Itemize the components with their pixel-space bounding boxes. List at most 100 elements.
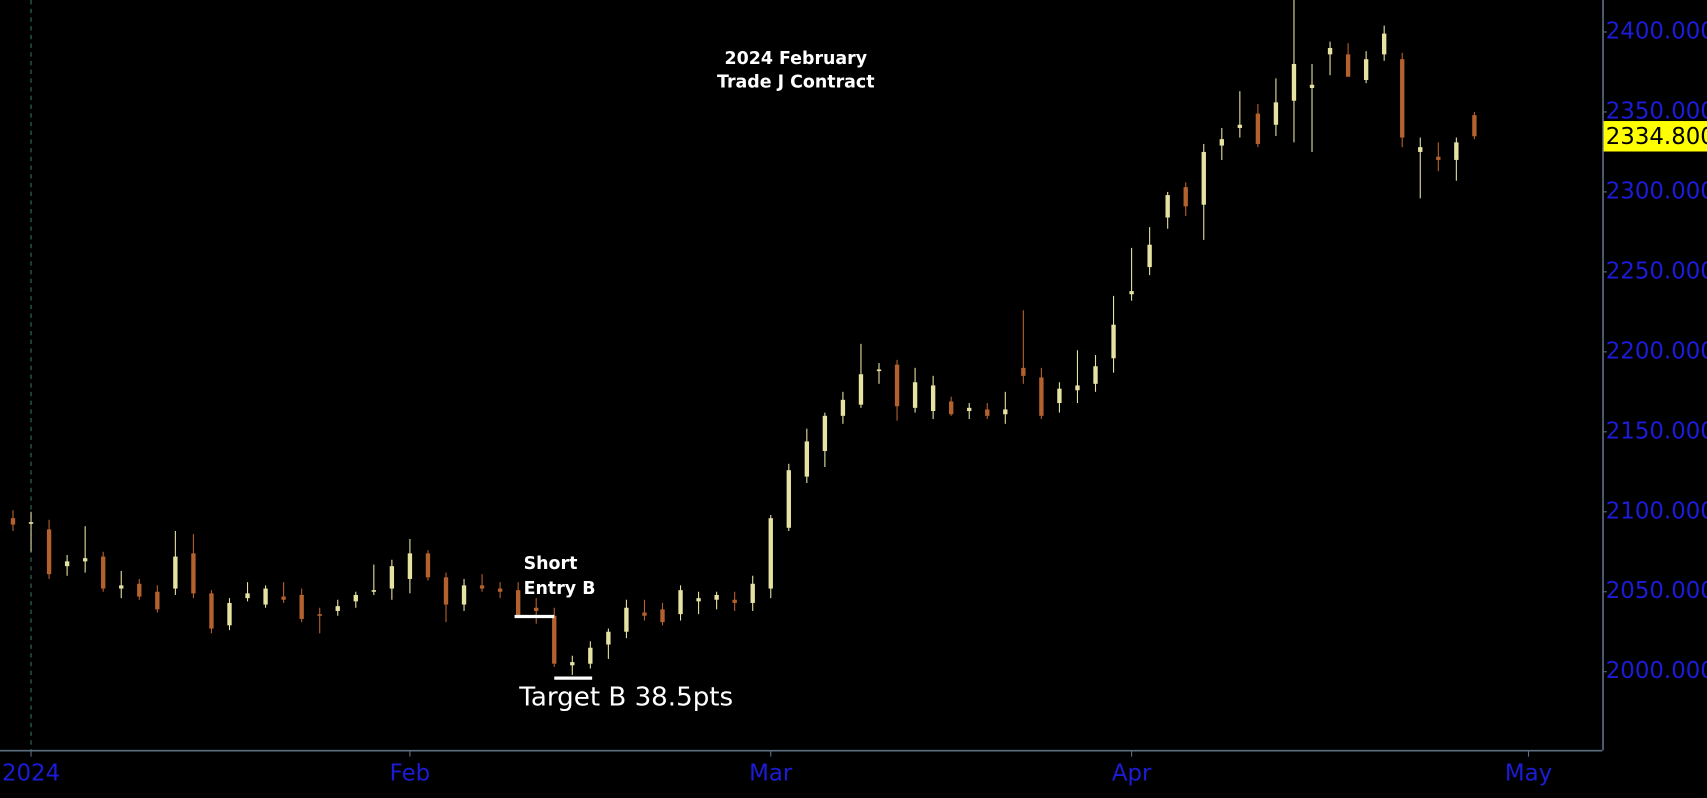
candle-body bbox=[10, 518, 16, 525]
candle-body bbox=[1273, 102, 1279, 125]
candle-body bbox=[1400, 59, 1405, 138]
candle-body bbox=[263, 588, 268, 605]
candle-body bbox=[1382, 33, 1387, 55]
candle-body bbox=[714, 594, 719, 600]
candle-body bbox=[804, 441, 810, 477]
candle-body bbox=[245, 593, 250, 599]
candle-body bbox=[1129, 291, 1134, 295]
candle-body bbox=[227, 602, 232, 626]
candle-body bbox=[1057, 388, 1062, 404]
candle-body bbox=[407, 553, 413, 579]
candle-body bbox=[64, 561, 70, 567]
candle-body bbox=[461, 585, 467, 605]
y-tick-label: 2050.000 bbox=[1606, 578, 1707, 604]
y-tick-label: 2150.000 bbox=[1606, 418, 1707, 444]
candle-body bbox=[786, 470, 791, 528]
candle-body bbox=[173, 556, 178, 589]
chart-title: 2024 February bbox=[724, 49, 867, 69]
x-tick-label: Feb bbox=[390, 761, 430, 787]
candle-body bbox=[1039, 377, 1044, 416]
candle-body bbox=[443, 577, 449, 605]
candle-body bbox=[660, 609, 665, 623]
candle-body bbox=[497, 588, 503, 592]
candle-body bbox=[552, 615, 557, 664]
candle-body bbox=[281, 596, 286, 600]
annotation-text: Short bbox=[524, 554, 578, 574]
candle-body bbox=[1327, 47, 1333, 55]
candle-body bbox=[570, 662, 575, 666]
candle-body bbox=[515, 590, 521, 616]
candle-body bbox=[299, 594, 304, 619]
candle-body bbox=[209, 593, 214, 629]
candle-body bbox=[606, 631, 611, 645]
candle-body bbox=[948, 401, 954, 415]
candle-body bbox=[822, 415, 828, 452]
candle-body bbox=[732, 599, 737, 603]
x-tick-label: Apr bbox=[1112, 761, 1152, 787]
candle-body bbox=[137, 583, 142, 597]
candle-body bbox=[1291, 63, 1297, 101]
candle-body bbox=[1436, 156, 1441, 160]
x-tick-label: 2024 bbox=[2, 761, 60, 787]
candle-body bbox=[930, 385, 936, 412]
candle-body bbox=[588, 647, 593, 664]
candle-body bbox=[894, 364, 900, 407]
last-price-box bbox=[1603, 121, 1707, 152]
candle-body bbox=[425, 553, 431, 578]
annotation-text: Target B 38.5pts bbox=[518, 682, 733, 712]
candle-body bbox=[768, 518, 773, 589]
candle-body bbox=[858, 374, 864, 405]
candle-body bbox=[155, 591, 160, 610]
chart-subtitle: Trade J Contract bbox=[717, 73, 875, 93]
candle-body bbox=[1219, 139, 1224, 146]
candle-body bbox=[1003, 409, 1008, 415]
candle-body bbox=[624, 607, 629, 632]
y-tick-label: 2400.000 bbox=[1606, 18, 1707, 44]
candle-body bbox=[1418, 147, 1423, 152]
x-tick-label: May bbox=[1505, 761, 1552, 787]
candle-body bbox=[1111, 324, 1116, 359]
candle-body bbox=[119, 585, 124, 589]
candle-body bbox=[696, 598, 701, 602]
annotation-text: Entry B bbox=[524, 579, 596, 599]
candle-body bbox=[389, 566, 395, 589]
x-tick-label: Mar bbox=[749, 761, 793, 787]
candle-body bbox=[1345, 54, 1351, 77]
y-tick-label: 2300.000 bbox=[1606, 178, 1707, 204]
candle-body bbox=[1472, 115, 1477, 137]
candle-body bbox=[479, 585, 485, 589]
candle-body bbox=[967, 407, 972, 412]
candle-body bbox=[317, 614, 322, 616]
candle-body bbox=[1309, 84, 1315, 88]
candle-body bbox=[678, 590, 683, 615]
candle-body bbox=[642, 612, 647, 616]
candle-body bbox=[1363, 59, 1369, 80]
candle-body bbox=[1093, 366, 1098, 384]
candle-body bbox=[840, 399, 846, 416]
candle-body bbox=[750, 583, 755, 603]
candle-body bbox=[1255, 113, 1261, 144]
candle-body bbox=[1183, 187, 1188, 207]
candle-body bbox=[876, 369, 882, 372]
candle-body bbox=[353, 594, 358, 602]
candle-body bbox=[985, 409, 990, 416]
candle-body bbox=[82, 558, 88, 562]
candle-body bbox=[191, 553, 196, 594]
candle-body bbox=[1237, 124, 1243, 128]
candle-body bbox=[912, 382, 918, 408]
y-tick-label: 2350.000 bbox=[1606, 98, 1707, 124]
candle-body bbox=[1021, 367, 1026, 376]
candle-body bbox=[101, 556, 106, 589]
last-price-label: 2334.800 bbox=[1606, 124, 1707, 150]
candle-body bbox=[534, 607, 539, 611]
candle-body bbox=[28, 522, 34, 524]
candle-body bbox=[1147, 244, 1152, 268]
candle-body bbox=[371, 590, 377, 592]
candle-body bbox=[1165, 195, 1170, 218]
candle-body bbox=[1454, 142, 1459, 160]
candle-body bbox=[46, 529, 52, 575]
candle-body bbox=[1201, 151, 1206, 205]
